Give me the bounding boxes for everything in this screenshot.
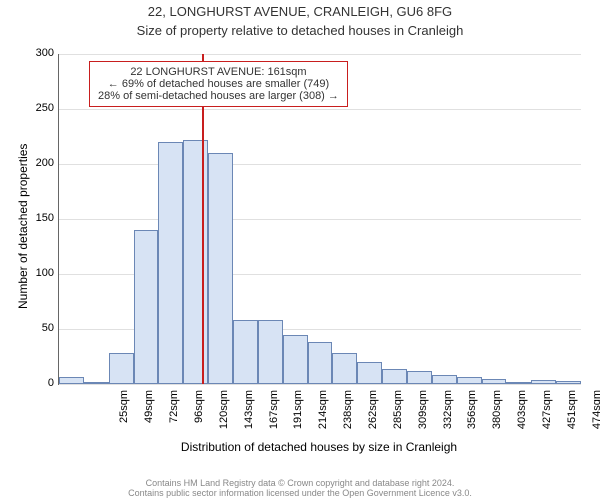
histogram-bar — [432, 375, 457, 384]
gridline — [59, 164, 581, 165]
annotation-line: 22 LONGHURST AVENUE: 161sqm — [98, 66, 339, 78]
attribution-text: Contains HM Land Registry data © Crown c… — [0, 478, 600, 498]
xtick-label: 427sqm — [541, 390, 553, 440]
xtick-label: 72sqm — [168, 390, 180, 440]
histogram-bar — [59, 377, 84, 384]
histogram-bar — [158, 142, 183, 384]
ytick-label: 100 — [24, 267, 54, 279]
gridline — [59, 54, 581, 55]
ytick-label: 0 — [24, 377, 54, 389]
histogram-bar — [283, 335, 308, 385]
x-axis-label: Distribution of detached houses by size … — [58, 440, 580, 454]
xtick-label: 262sqm — [367, 390, 379, 440]
annotation-line: 28% of semi-detached houses are larger (… — [98, 90, 339, 102]
xtick-label: 332sqm — [442, 390, 454, 440]
xtick-label: 25sqm — [118, 390, 130, 440]
annotation-line: ← 69% of detached houses are smaller (74… — [98, 78, 339, 90]
xtick-label: 96sqm — [193, 390, 205, 440]
histogram-bar — [208, 153, 233, 384]
page-subtitle: Size of property relative to detached ho… — [0, 23, 600, 38]
ytick-label: 50 — [24, 322, 54, 334]
histogram-bar — [109, 353, 134, 384]
xtick-label: 451sqm — [566, 390, 578, 440]
ytick-label: 150 — [24, 212, 54, 224]
histogram-bar — [531, 380, 556, 384]
histogram-bar — [84, 382, 109, 384]
histogram-bar — [457, 377, 482, 384]
histogram-bar — [332, 353, 357, 384]
xtick-label: 120sqm — [218, 390, 230, 440]
attribution-line1: Contains HM Land Registry data © Crown c… — [0, 478, 600, 488]
xtick-label: 238sqm — [342, 390, 354, 440]
xtick-label: 474sqm — [591, 390, 600, 440]
histogram-bar — [308, 342, 333, 384]
xtick-label: 143sqm — [243, 390, 255, 440]
xtick-label: 380sqm — [491, 390, 503, 440]
ytick-label: 300 — [24, 47, 54, 59]
ytick-label: 200 — [24, 157, 54, 169]
histogram-bar — [407, 371, 432, 384]
xtick-label: 356sqm — [466, 390, 478, 440]
attribution-line2: Contains public sector information licen… — [0, 488, 600, 498]
histogram-bar — [556, 381, 581, 384]
xtick-label: 285sqm — [392, 390, 404, 440]
xtick-label: 191sqm — [292, 390, 304, 440]
gridline — [59, 384, 581, 385]
gridline — [59, 219, 581, 220]
histogram-chart: 22 LONGHURST AVENUE: 161sqm← 69% of deta… — [58, 54, 581, 385]
histogram-bar — [134, 230, 159, 384]
histogram-bar — [482, 379, 507, 385]
xtick-label: 403sqm — [516, 390, 528, 440]
xtick-label: 167sqm — [268, 390, 280, 440]
page-title-address: 22, LONGHURST AVENUE, CRANLEIGH, GU6 8FG — [0, 4, 600, 19]
histogram-bar — [382, 369, 407, 384]
histogram-bar — [506, 382, 531, 384]
xtick-label: 49sqm — [143, 390, 155, 440]
ytick-label: 250 — [24, 102, 54, 114]
gridline — [59, 109, 581, 110]
histogram-bar — [258, 320, 283, 384]
histogram-bar — [183, 140, 208, 384]
histogram-bar — [357, 362, 382, 384]
histogram-bar — [233, 320, 258, 384]
xtick-label: 309sqm — [417, 390, 429, 440]
xtick-label: 214sqm — [317, 390, 329, 440]
annotation-box: 22 LONGHURST AVENUE: 161sqm← 69% of deta… — [89, 61, 348, 107]
